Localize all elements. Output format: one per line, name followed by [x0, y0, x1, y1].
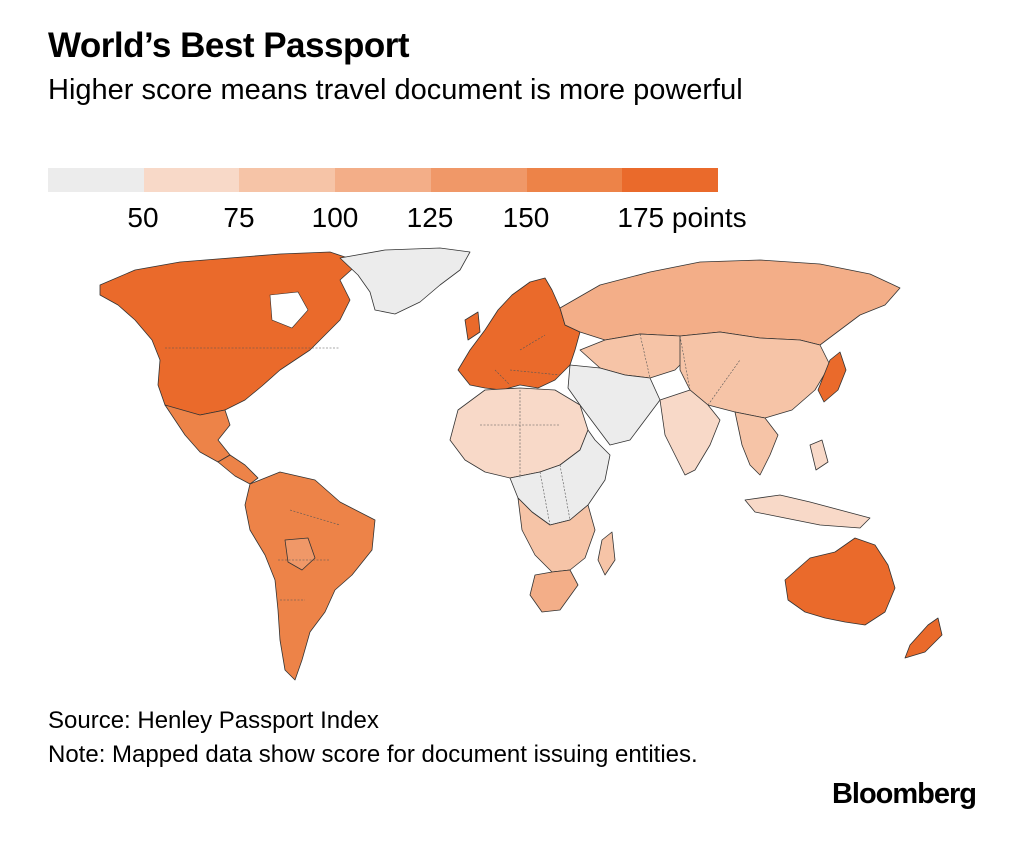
region-madagascar — [597, 531, 616, 576]
legend-bin — [430, 168, 527, 192]
legend-bin — [143, 168, 240, 192]
legend-tick: 75 — [223, 202, 255, 233]
legend-tick: 50 — [127, 202, 159, 233]
region-south-america — [244, 471, 376, 681]
region-uk — [464, 311, 481, 341]
region-bolivia — [284, 537, 316, 571]
region-indonesia — [744, 494, 871, 529]
region-southeast-asia — [734, 411, 779, 476]
legend-tick: 175 points — [617, 202, 747, 233]
bloomberg-logo: Bloomberg — [831, 778, 977, 810]
region-australia — [784, 537, 896, 626]
footer: Source: Henley Passport Index Note: Mapp… — [48, 704, 808, 772]
region-philippines — [809, 439, 829, 471]
legend-tick: 150 — [502, 202, 550, 233]
chart-title: World’s Best Passport — [48, 26, 409, 65]
region-southern-africa — [517, 497, 596, 573]
region-greenland — [339, 247, 471, 315]
legend-bin — [335, 168, 431, 192]
color-legend — [48, 168, 719, 192]
data-note: Note: Mapped data show score for documen… — [48, 741, 698, 768]
region-japan — [817, 351, 847, 403]
legend-tick: 125 — [406, 202, 454, 233]
legend-bin — [239, 168, 336, 192]
world-map — [99, 247, 943, 681]
region-north-america — [99, 251, 361, 416]
source-note: Source: Henley Passport Index — [48, 707, 379, 734]
legend-bin — [622, 168, 719, 192]
legend-bin — [48, 168, 144, 192]
region-central-america — [217, 454, 259, 485]
region-russia — [559, 259, 901, 346]
region-new-zealand — [904, 617, 943, 659]
chart-subtitle: Higher score means travel document is mo… — [48, 74, 743, 106]
region-india — [659, 389, 721, 476]
region-middle-east — [567, 364, 661, 446]
legend-tick: 100 — [311, 202, 359, 233]
region-south-africa — [529, 569, 579, 613]
legend-bin — [526, 168, 623, 192]
